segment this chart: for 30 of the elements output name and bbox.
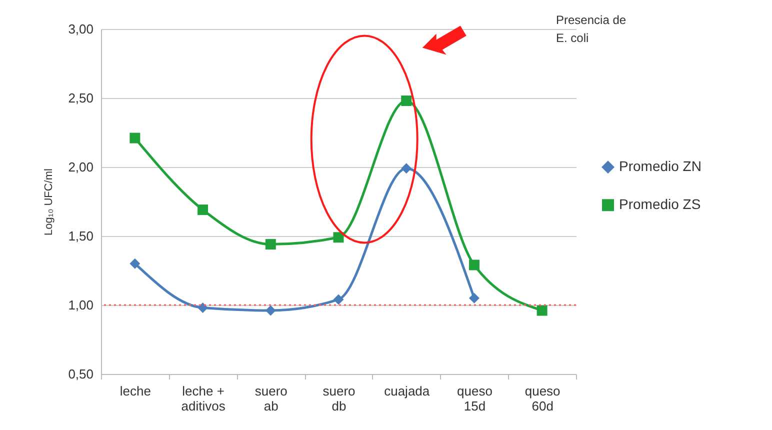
y-tick-label: 2,50 [68, 90, 94, 106]
point [401, 96, 412, 106]
x-tick-label: leche + aditivos [181, 384, 226, 414]
annotation: Presencia de E. coli [556, 13, 626, 45]
x-tick-label: cuajada [384, 384, 430, 398]
y-tick-label: 3,00 [68, 22, 94, 36]
point [468, 260, 480, 270]
x-tick-label: suero db [322, 384, 356, 414]
point [333, 232, 344, 243]
point [333, 294, 344, 305]
point [265, 305, 276, 316]
point [265, 239, 276, 250]
point [130, 132, 140, 144]
x-tick-label: leche [120, 384, 151, 398]
x-tick-label: queso 60d [524, 384, 560, 414]
point [130, 258, 140, 269]
legend-label: Promedio ZS [619, 196, 701, 212]
y-tick-label: 1,00 [68, 298, 94, 312]
y-axis-title: Log₁₀ UFC/ml [43, 168, 56, 236]
y-tick-label: 0,50 [68, 366, 94, 382]
point [198, 204, 208, 216]
y-tick-label: 1,50 [68, 228, 94, 244]
x-tick-label: suero ab [254, 384, 288, 414]
point [401, 163, 412, 174]
point [198, 302, 208, 314]
y-tick-label: 2,00 [68, 160, 94, 174]
legend-label: Promedio ZN [619, 158, 702, 174]
x-tick-label: queso 15d [457, 384, 492, 414]
point [468, 292, 480, 304]
point [536, 305, 548, 316]
